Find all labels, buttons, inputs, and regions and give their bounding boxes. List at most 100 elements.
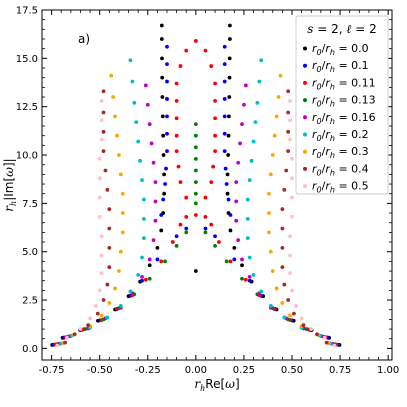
data-point	[165, 131, 169, 136]
data-point	[118, 303, 123, 308]
legend-label: r0/rh = 0.5	[312, 180, 369, 195]
data-point	[268, 303, 273, 308]
data-point	[292, 311, 296, 316]
data-point	[280, 207, 285, 212]
data-point	[97, 176, 102, 181]
data-point	[228, 259, 233, 264]
legend-entry: r0/rh = 0.0	[303, 42, 369, 57]
data-point	[118, 172, 123, 177]
svg-text:rh|Im[ω]|: rh|Im[ω]|	[2, 158, 18, 211]
data-point	[120, 230, 125, 235]
data-point	[143, 277, 148, 282]
data-point	[93, 303, 98, 308]
data-point	[223, 166, 228, 171]
data-point	[165, 97, 169, 101]
data-point	[193, 122, 198, 126]
data-point	[332, 343, 337, 348]
data-point	[227, 95, 232, 99]
data-point	[247, 274, 252, 279]
data-point	[288, 118, 292, 123]
data-point	[226, 197, 231, 202]
data-point	[120, 191, 125, 196]
data-point	[251, 139, 256, 144]
data-point	[99, 253, 104, 258]
data-points	[50, 23, 342, 348]
data-point	[165, 62, 169, 67]
data-point	[276, 95, 281, 99]
data-point	[304, 327, 309, 331]
data-point	[164, 166, 168, 171]
data-point	[107, 265, 112, 270]
data-point	[117, 269, 121, 273]
data-point	[153, 199, 158, 204]
data-point	[147, 122, 152, 126]
data-point	[203, 226, 208, 231]
data-point	[240, 263, 244, 268]
data-point	[240, 257, 244, 262]
legend-entry: r0/rh = 0.5	[303, 180, 369, 195]
data-point	[234, 180, 239, 184]
data-point	[288, 137, 292, 142]
data-point	[249, 158, 254, 163]
data-point	[99, 234, 104, 239]
data-point	[222, 131, 227, 136]
series-1	[51, 44, 341, 347]
data-point	[155, 257, 160, 262]
plot-frame	[41, 9, 393, 361]
data-point	[103, 168, 108, 173]
data-point	[174, 116, 179, 121]
data-point	[72, 332, 77, 337]
data-point	[65, 335, 69, 340]
legend-marker	[303, 80, 307, 85]
series-6	[61, 73, 331, 345]
data-point	[193, 191, 198, 196]
data-point	[268, 172, 273, 177]
data-point	[149, 141, 154, 146]
data-point	[222, 97, 227, 101]
data-point	[267, 211, 271, 215]
data-point	[322, 335, 327, 340]
data-point	[232, 245, 237, 250]
data-point	[163, 182, 167, 186]
data-point	[128, 289, 133, 294]
y-tick-label: 5.0	[22, 247, 38, 258]
data-point	[309, 327, 314, 331]
data-point	[153, 180, 158, 184]
panel-label: a)	[78, 32, 90, 46]
data-point	[282, 187, 287, 192]
y-tick-label: 7.5	[22, 199, 38, 210]
series-5	[59, 58, 333, 346]
data-point	[222, 62, 227, 67]
data-point	[315, 332, 319, 337]
data-point	[142, 197, 146, 202]
data-point	[193, 156, 198, 161]
data-point	[267, 230, 271, 235]
legend-entries: r0/rh = 0.0 r0/rh = 0.1 r0/rh = 0.11 r0/rh …	[303, 42, 376, 195]
y-tick-label: 10.0	[16, 151, 38, 162]
data-point	[286, 298, 291, 302]
data-point	[227, 37, 232, 41]
data-point	[184, 230, 189, 235]
data-point	[174, 98, 179, 103]
data-point	[107, 245, 112, 250]
data-point	[288, 234, 292, 239]
legend-entry: r0/rh = 0.11	[303, 76, 376, 91]
data-point	[99, 118, 104, 123]
data-point	[203, 195, 208, 200]
data-point	[184, 195, 189, 200]
legend-marker	[303, 63, 307, 68]
data-point	[162, 172, 167, 177]
data-point	[245, 197, 250, 202]
data-point	[224, 259, 229, 264]
data-point	[226, 153, 231, 157]
y-tick-label: 0.0	[22, 344, 38, 355]
data-point	[97, 195, 102, 200]
data-point	[278, 73, 283, 78]
data-point	[159, 228, 164, 233]
data-point	[153, 218, 158, 223]
data-point	[193, 145, 198, 150]
data-point	[159, 213, 164, 217]
data-point	[88, 316, 92, 321]
y-axis-label: rh|Im[ω]|	[2, 158, 18, 211]
data-point	[160, 95, 165, 99]
